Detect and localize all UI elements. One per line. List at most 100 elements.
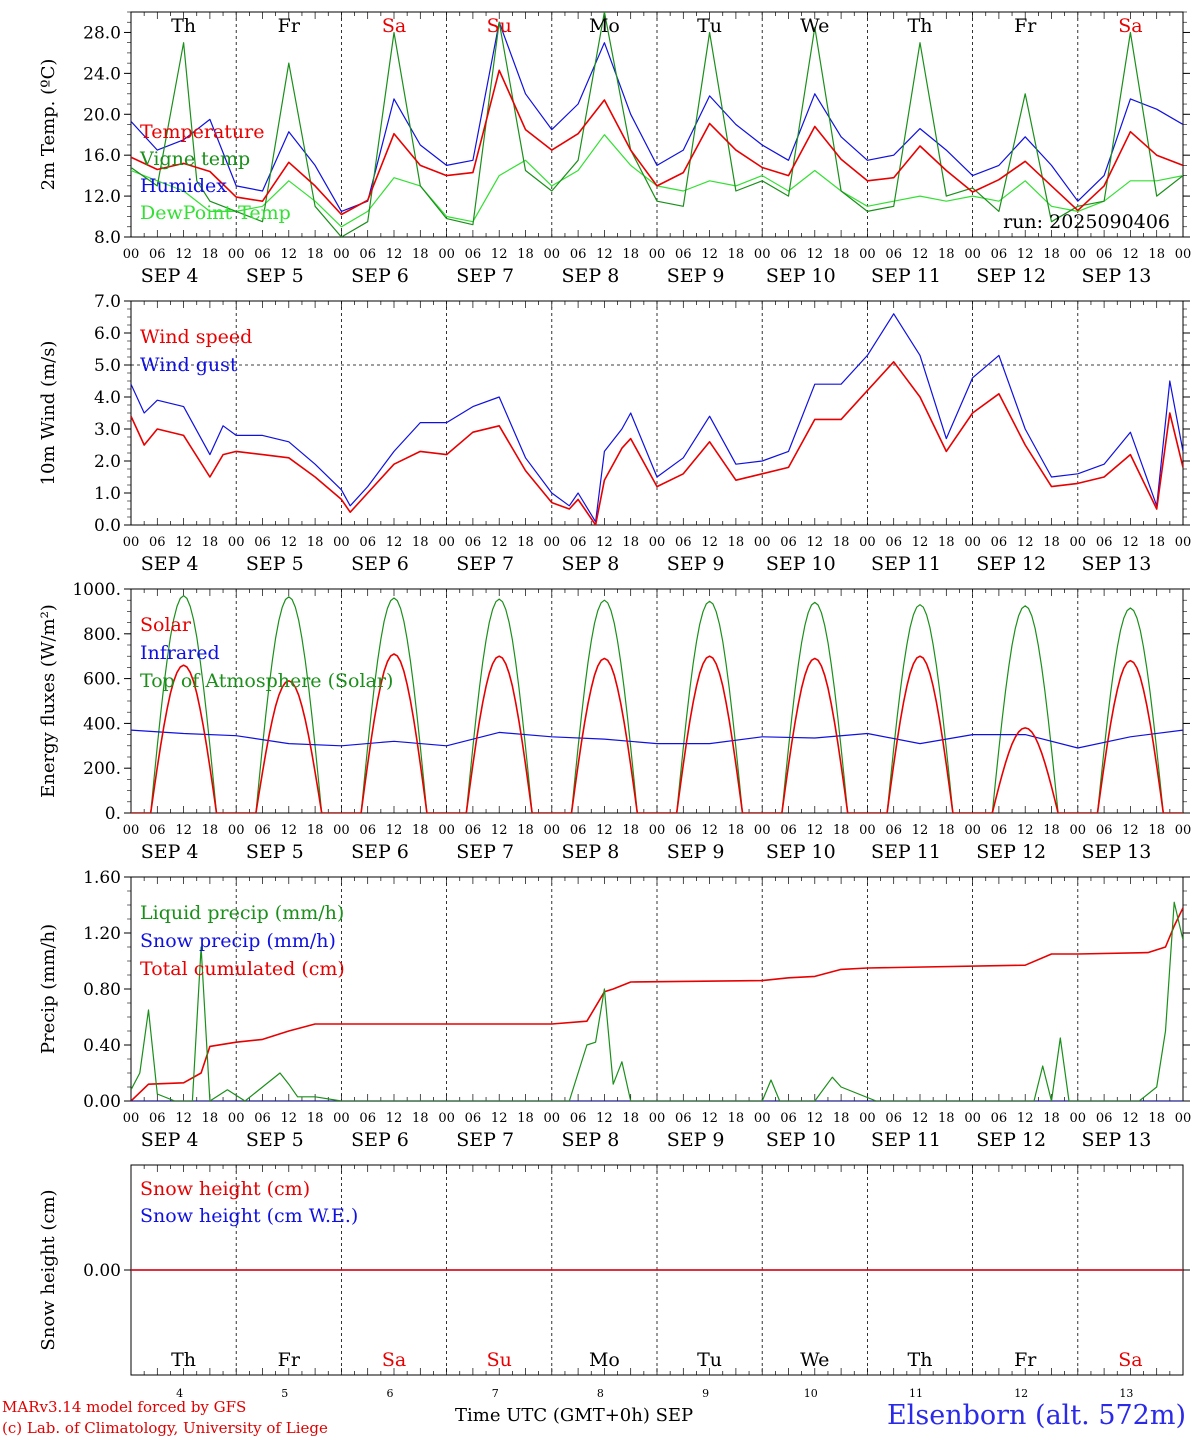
hour-tick-label: 06	[465, 535, 482, 550]
hour-tick-label: 18	[517, 535, 534, 550]
panel-1-frame: 8.0 12.0 16.0 20.0 24.0 28.0 2m Temp. (ºC) Temp…	[38, 11, 1191, 287]
y-tick-label: 200.	[83, 759, 121, 779]
hour-tick-label: 06	[149, 535, 166, 550]
date-label: SEP 9	[667, 1129, 725, 1151]
hour-tick-label: 00	[438, 247, 455, 262]
hour-tick-label: 00	[544, 823, 561, 838]
hour-tick-label: 06	[465, 1111, 482, 1126]
y-tick-label: 28.0	[83, 23, 121, 43]
day-number: 8	[597, 1387, 604, 1400]
hour-tick-label: 18	[1043, 823, 1060, 838]
hour-tick-label: 06	[1096, 1111, 1113, 1126]
y-tick-label: 0.40	[83, 1036, 121, 1056]
date-label: SEP 5	[246, 1129, 304, 1151]
hour-tick-label: 18	[622, 535, 639, 550]
hour-tick-label: 12	[807, 823, 824, 838]
hour-tick-label: 00	[754, 823, 771, 838]
date-label: SEP 7	[456, 265, 514, 287]
hour-tick-label: 06	[254, 823, 271, 838]
day-name: Su	[487, 15, 512, 37]
series-line-total-cumulated-cm	[131, 907, 1183, 1101]
hour-tick-label: 06	[991, 823, 1008, 838]
date-label: SEP 11	[871, 265, 941, 287]
series-group	[131, 595, 1183, 813]
panel-3-frame: 0. 200. 400. 600. 800. 1000. Energy fluxes (W/…	[38, 580, 1191, 863]
series-line-liquid-precip-mm-h	[131, 901, 1183, 1101]
hour-tick-label: 06	[359, 823, 376, 838]
day-name: We	[800, 1349, 829, 1371]
hour-tick-label: 18	[728, 247, 745, 262]
date-label: SEP 5	[246, 553, 304, 575]
day-number: 4	[176, 1387, 183, 1400]
hour-tick-label: 18	[833, 535, 850, 550]
series-line-solar	[131, 653, 1183, 813]
day-number: 9	[702, 1387, 709, 1400]
date-label: SEP 8	[561, 841, 619, 863]
day-name: Th	[908, 15, 933, 37]
hour-tick-label: 06	[254, 247, 271, 262]
date-label: SEP 13	[1081, 841, 1151, 863]
hour-tick-label: 18	[1148, 1111, 1165, 1126]
hour-tick-label: 00	[438, 1111, 455, 1126]
legend-entry: Snow height (cm)	[140, 1178, 310, 1200]
y-tick-label: 4.0	[94, 388, 121, 408]
hour-tick-label: 00	[754, 247, 771, 262]
date-label: SEP 9	[667, 841, 725, 863]
hour-tick-label: 00	[333, 823, 350, 838]
hour-tick-label: 06	[149, 823, 166, 838]
panel-border	[130, 300, 1184, 526]
legend-entry: Humidex	[140, 175, 227, 197]
hour-tick-label: 06	[885, 535, 902, 550]
hour-tick-label: 18	[938, 535, 955, 550]
hour-tick-label: 12	[491, 247, 508, 262]
hour-tick-label: 06	[1096, 823, 1113, 838]
hour-tick-label: 00	[123, 535, 140, 550]
hour-tick-label: 18	[307, 247, 324, 262]
date-label: SEP 4	[141, 265, 199, 287]
hour-tick-label: 18	[202, 823, 219, 838]
day-number: 6	[387, 1387, 394, 1400]
hour-tick-label: 12	[1122, 247, 1139, 262]
series-group	[131, 12, 1183, 237]
day-number: 11	[909, 1387, 923, 1400]
hour-tick-label: 12	[281, 247, 298, 262]
hour-tick-label: 00	[1070, 823, 1087, 838]
y-tick-label: 600.	[83, 670, 121, 690]
hour-tick-label: 18	[622, 247, 639, 262]
hour-tick-label: 06	[149, 247, 166, 262]
hour-tick-label: 12	[912, 823, 929, 838]
legend-entry: Solar	[140, 614, 192, 636]
date-label: SEP 10	[766, 553, 836, 575]
day-number: 13	[1119, 1387, 1133, 1400]
date-label: SEP 10	[766, 841, 836, 863]
y-tick-label: 0.0	[94, 516, 121, 536]
hour-tick-label: 00	[438, 535, 455, 550]
y-tick-label: 5.0	[94, 356, 121, 376]
hour-tick-label: 18	[412, 535, 429, 550]
hour-tick-label: 18	[202, 1111, 219, 1126]
hour-tick-label: 00	[859, 247, 876, 262]
hour-tick-label: 06	[991, 535, 1008, 550]
hour-tick-label: 12	[912, 247, 929, 262]
hour-tick-label: 18	[938, 247, 955, 262]
y-tick-label: 2.0	[94, 452, 121, 472]
legend-entry: Total cumulated (cm)	[140, 958, 345, 980]
lab-credit: (c) Lab. of Climatology, University of L…	[2, 1419, 328, 1437]
hour-tick-label: 00	[228, 535, 245, 550]
hour-tick-label: 06	[675, 247, 692, 262]
panel-4-frame: 0.00 0.40 0.80 1.20 1.60 Precip (mm/h) Liquid …	[38, 868, 1191, 1151]
date-label: SEP 6	[351, 1129, 409, 1151]
day-number: 5	[281, 1387, 288, 1400]
hour-tick-label: 06	[570, 535, 587, 550]
hour-tick-label: 12	[281, 1111, 298, 1126]
date-label: SEP 13	[1081, 1129, 1151, 1151]
day-name: Th	[171, 15, 196, 37]
hour-tick-label: 18	[728, 823, 745, 838]
date-label: SEP 8	[561, 265, 619, 287]
hour-tick-label: 00	[859, 823, 876, 838]
hour-tick-label: 12	[1122, 535, 1139, 550]
date-label: SEP 5	[246, 841, 304, 863]
hour-tick-label: 06	[675, 823, 692, 838]
day-number: 10	[804, 1387, 818, 1400]
hour-tick-label: 18	[1043, 247, 1060, 262]
